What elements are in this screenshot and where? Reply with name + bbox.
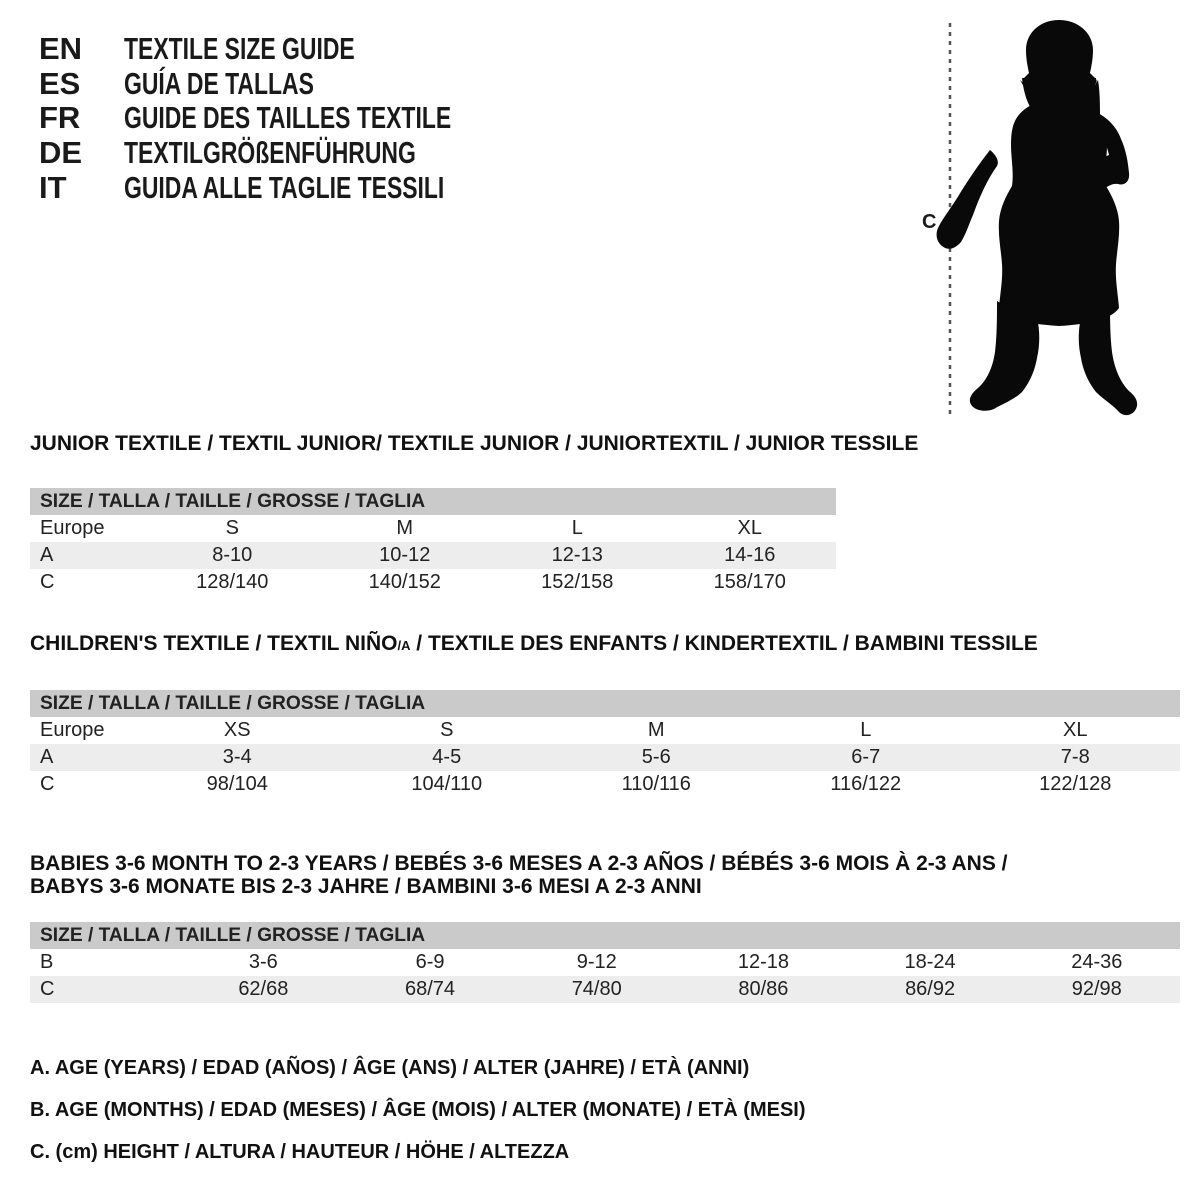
svg-text:C: C: [922, 211, 936, 233]
